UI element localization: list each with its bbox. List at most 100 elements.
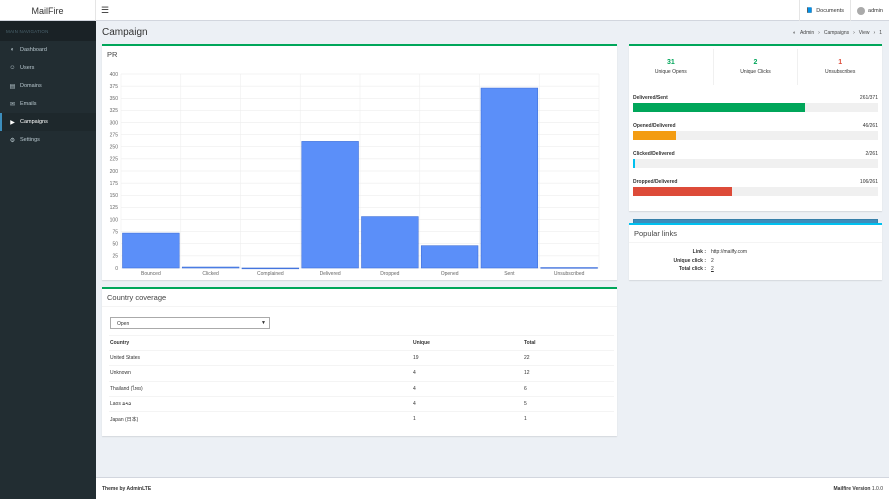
envelope-icon: ✉ [9, 101, 16, 108]
bar-chart: 0 25 50 75 100 125 150 175 200 225 250 275 300 325 350… [110, 72, 600, 277]
breadcrumb: ◐ Admin › Campaigns › View › 1 [793, 30, 882, 36]
progress-label-row: Dropped/Delivered 106/261 [633, 179, 878, 185]
bullhorn-icon: ▶ [10, 119, 15, 126]
select-value: Open [117, 321, 130, 327]
breadcrumb-item[interactable]: Campaigns [823, 30, 850, 36]
bars-icon[interactable]: ☰ [100, 4, 110, 15]
table-cell: United States [109, 350, 412, 366]
link-row: Unique click : 2 [633, 257, 878, 266]
breadcrumb-item: 1 [879, 30, 882, 36]
x-tick-label: Bounced [141, 271, 161, 277]
sidebar-item-label: Emails [20, 101, 37, 107]
documents-link[interactable]: 📘 Documents [799, 0, 850, 21]
stat-label: Unsubscribes [825, 69, 856, 75]
caret-down-icon: ▼ [261, 320, 266, 326]
y-tick-label: 150 [110, 193, 119, 199]
y-tick-label: 175 [110, 181, 119, 187]
y-tick-label: 25 [112, 254, 118, 260]
table-cell: Japan (日本) [109, 410, 412, 427]
column-header: Country [109, 334, 412, 351]
breadcrumb-item: View [858, 30, 870, 36]
sidebar-item-domains[interactable]: ▤ Domains [0, 77, 96, 95]
top-navbar: MailFire ☰ 📘 Documents admin [0, 0, 889, 21]
sidebar: MAIN NAVIGATION ◐ Dashboard ☺ Users ▤ Do… [0, 21, 96, 499]
link-row: Total click : 2 [633, 265, 878, 274]
y-tick-label: 275 [110, 132, 119, 138]
dashboard-icon: ◐ [792, 30, 796, 36]
breadcrumb-separator: › [853, 30, 855, 36]
sidebar-item-dashboard[interactable]: ◐ Dashboard [0, 41, 96, 59]
footer-version: Mailfire Version 1.0.0 [834, 486, 883, 492]
column-header: Unique [412, 334, 523, 351]
link-value[interactable]: 2 [711, 266, 714, 273]
table-cell: 5 [523, 395, 614, 412]
link-key: Total click : [678, 266, 706, 273]
user-menu[interactable]: admin [850, 0, 889, 21]
progress-fill [633, 159, 635, 168]
progress-value: 2/261 [865, 151, 878, 157]
metric-select[interactable]: Open ▼ [110, 317, 270, 329]
table-cell: 4 [412, 365, 523, 382]
progress-fill [633, 103, 806, 112]
gears-icon: ⚙ [9, 137, 16, 144]
y-tick-label: 400 [110, 72, 119, 78]
user-name: admin [868, 7, 883, 14]
stat-label: Unique Clicks [740, 69, 771, 75]
country-table: Country Unique Total United States 19 22… [109, 334, 614, 427]
table-cell: 6 [523, 380, 614, 397]
chart-box: PR 0 25 50 75 100 125 150 175 200 225 250 275 300 325… [102, 44, 617, 280]
progress-label: Delivered/Sent [633, 95, 668, 101]
y-tick-label: 375 [110, 84, 119, 90]
table-cell: 4 [412, 395, 523, 412]
chart-bar [301, 141, 359, 269]
y-tick-label: 250 [110, 145, 119, 151]
progress-label: Opened/Delivered [633, 123, 676, 129]
progress-label-row: Delivered/Sent 261/371 [633, 95, 878, 101]
chart-box-title: PR [107, 50, 118, 59]
table-cell: 1 [523, 410, 614, 427]
stats-row: 31 Unique Opens 2 Unique Clicks 1 Unsubs… [629, 49, 882, 85]
sidebar-item-emails[interactable]: ✉ Emails [0, 95, 96, 113]
x-tick-label: Clicked [202, 271, 219, 277]
sidebar-item-label: Domains [20, 83, 42, 89]
x-tick-label: Dropped [380, 271, 399, 277]
chart-bar [420, 245, 479, 269]
footer: Theme by AdminLTE Mailfire Version 1.0.0 [96, 477, 889, 499]
y-tick-label: 300 [110, 120, 119, 126]
breadcrumb-separator: › [873, 30, 876, 36]
stat-value: 1 [838, 59, 843, 66]
campaign-stats-box: 31 Unique Opens 2 Unique Clicks 1 Unsubs… [629, 44, 882, 232]
chart-bar [241, 267, 300, 270]
progress-label: Dropped/Delivered [633, 179, 678, 185]
sidebar-item-users[interactable]: ☺ Users [0, 59, 96, 77]
popular-links-title: Popular links [629, 225, 882, 243]
popular-links-table: Link : http://mailfy.com Unique click : … [629, 243, 882, 279]
avatar [857, 6, 866, 15]
y-tick-label: 200 [110, 169, 119, 175]
chart-bar [540, 267, 598, 269]
y-tick-label: 50 [112, 242, 118, 248]
chart-bar [361, 216, 419, 269]
table-cell: Unknown [109, 365, 412, 382]
breadcrumb-item[interactable]: Admin [799, 30, 815, 36]
table-cell: Thailand (ไทย) [109, 380, 412, 397]
x-tick-label: Delivered [320, 271, 341, 277]
y-tick-label: 225 [110, 157, 119, 163]
progress-value: 261/371 [859, 95, 878, 101]
app-logo[interactable]: MailFire [0, 0, 96, 21]
x-tick-label: Opened [441, 271, 459, 277]
sidebar-item-campaigns[interactable]: ▶ Campaigns [0, 113, 96, 131]
sidebar-item-settings[interactable]: ⚙ Settings [0, 131, 96, 149]
x-tick-label: Complained [257, 271, 284, 277]
popular-links-box: Popular links Link : http://mailfy.com U… [629, 223, 882, 280]
column-header: Total [523, 334, 614, 351]
stat-unique-clicks: 2 Unique Clicks [714, 49, 799, 85]
dashboard-icon: ◐ [10, 47, 15, 53]
country-coverage-box: Country coverage Open ▼ Country Unique T… [102, 287, 617, 436]
link-url[interactable]: http://mailfy.com [711, 249, 748, 256]
sidebar-item-label: Users [20, 65, 35, 71]
table-row: Laos ລາວ 4 5 [109, 395, 614, 412]
progress-label-row: Opened/Delivered 46/261 [633, 123, 878, 129]
progress-bar [633, 187, 878, 196]
y-tick-label: 0 [115, 266, 118, 272]
